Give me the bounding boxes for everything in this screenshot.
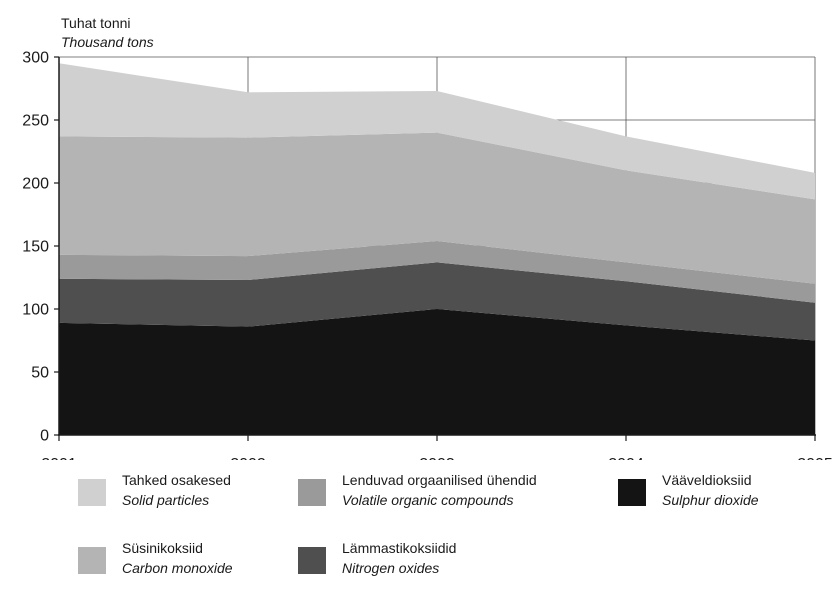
legend-label-nitrogen-oxides: Lämmastikoksiidid	[342, 540, 457, 556]
x-tick-label-2001: 2001	[41, 456, 77, 460]
legend-item-solid-particles: Tahked osakesed Solid particles	[78, 470, 231, 510]
x-tick-label-2004: 2004	[608, 456, 644, 460]
legend-swatch-nitrogen-oxides	[298, 547, 326, 574]
legend-swatch-volatile-organic-compounds	[298, 479, 326, 506]
y-tick-label-50: 50	[31, 365, 49, 382]
x-tick-label-2005: 2005	[797, 456, 833, 460]
area-sulphur-dioxide	[59, 309, 815, 435]
y-tick-label-0: 0	[40, 428, 49, 445]
legend-label-carbon-monoxide-en: Carbon monoxide	[122, 560, 233, 576]
legend-label-sulphur-dioxide-en: Sulphur dioxide	[662, 492, 759, 508]
legend-label-sulphur-dioxide: Vääveldioksiid	[662, 472, 752, 488]
y-tick-label-100: 100	[22, 302, 49, 319]
legend-label-carbon-monoxide: Süsinikoksiid	[122, 540, 203, 556]
y-tick-label-250: 250	[22, 113, 49, 130]
x-tick-label-2003: 2003	[419, 456, 455, 460]
area-nitrogen-oxides	[59, 262, 815, 341]
legend-label-solid-particles: Tahked osakesed	[122, 472, 231, 488]
legend-swatch-carbon-monoxide	[78, 547, 106, 574]
y-axis-title: Tuhat tonni	[61, 15, 131, 31]
legend-swatch-sulphur-dioxide	[618, 479, 646, 506]
y-axis-title-en: Thousand tons	[61, 34, 154, 50]
y-tick-label-200: 200	[22, 176, 49, 193]
legend-swatch-solid-particles	[78, 479, 106, 506]
legend-label-volatile-organic-compounds-en: Volatile organic compounds	[342, 492, 514, 508]
legend-label-nitrogen-oxides-en: Nitrogen oxides	[342, 560, 440, 576]
legend-label-volatile-organic-compounds: Lenduvad orgaanilised ühendid	[342, 472, 537, 488]
legend-item-carbon-monoxide: Süsinikoksiid Carbon monoxide	[78, 538, 233, 578]
legend-item-sulphur-dioxide: Vääveldioksiid Sulphur dioxide	[618, 470, 759, 510]
legend-item-volatile-organic-compounds: Lenduvad orgaanilised ühendid Volatile o…	[298, 470, 537, 510]
area-volatile-organic-compounds	[59, 240, 815, 303]
legend-item-nitrogen-oxides: Lämmastikoksiidid Nitrogen oxides	[298, 538, 456, 578]
area-solid-particles	[59, 63, 815, 200]
legend-label-solid-particles-en: Solid particles	[122, 492, 210, 508]
y-tick-label-150: 150	[22, 239, 49, 256]
y-tick-label-300: 300	[22, 50, 49, 67]
